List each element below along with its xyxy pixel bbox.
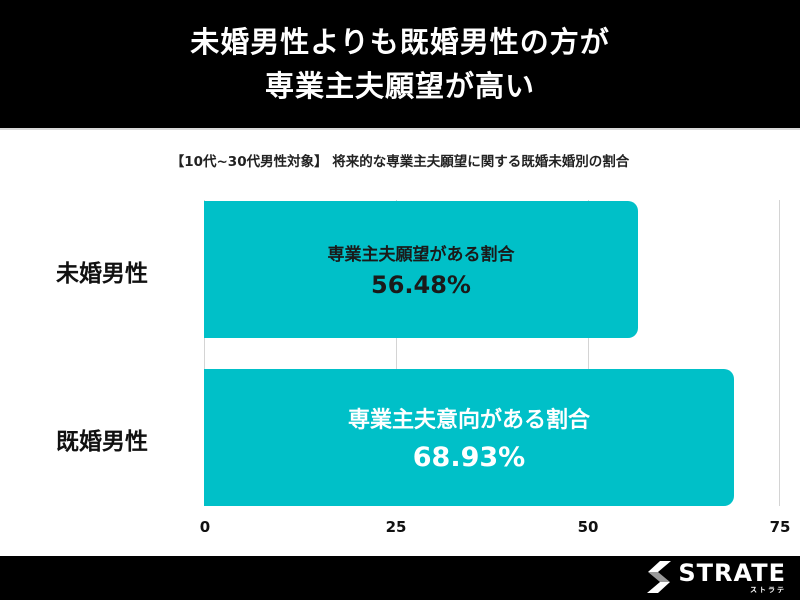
- gridline-0: [204, 200, 205, 506]
- gridline-75: [779, 200, 780, 506]
- bar-value: 56.48%: [371, 271, 471, 299]
- x-tick-75: 75: [769, 518, 791, 536]
- chart-title-line-1: 未婚男性よりも既婚男性の方が: [190, 25, 610, 59]
- x-tick-0: 0: [199, 518, 211, 536]
- bar-married: 専業主夫意向がある割合 68.93%: [204, 369, 734, 506]
- x-tick-50: 50: [577, 518, 599, 536]
- plot-area: 専業主夫願望がある割合 56.48% 専業主夫意向がある割合 68.93%: [204, 200, 780, 506]
- logo-wordmark: STRATE: [678, 559, 786, 587]
- footer-bar: STRATE ストラテ: [0, 556, 800, 600]
- bar-label: 専業主夫願望がある割合: [327, 245, 515, 265]
- header-divider: [0, 128, 800, 130]
- bar-unmarried: 専業主夫願望がある割合 56.48%: [204, 201, 638, 338]
- strate-s-logo-icon: [647, 561, 672, 593]
- chart-title-line-2: 専業主夫願望が高い: [264, 69, 535, 103]
- category-label-unmarried: 未婚男性: [56, 261, 148, 287]
- logo-subtext: ストラテ: [750, 586, 786, 594]
- x-tick-25: 25: [385, 518, 407, 536]
- bar-value: 68.93%: [412, 442, 526, 473]
- strate-logo: STRATE ストラテ: [646, 560, 786, 594]
- bar-label: 専業主夫意向がある割合: [347, 408, 590, 433]
- chart-title-banner: 未婚男性よりも既婚男性の方が 専業主夫願望が高い: [0, 0, 800, 128]
- category-label-married: 既婚男性: [56, 429, 148, 455]
- gridline-25: [396, 200, 397, 506]
- gridline-50: [588, 200, 589, 506]
- chart-subtitle: 【10代~30代男性対象】 将来的な専業主夫願望に関する既婚未婚別の割合: [170, 154, 630, 170]
